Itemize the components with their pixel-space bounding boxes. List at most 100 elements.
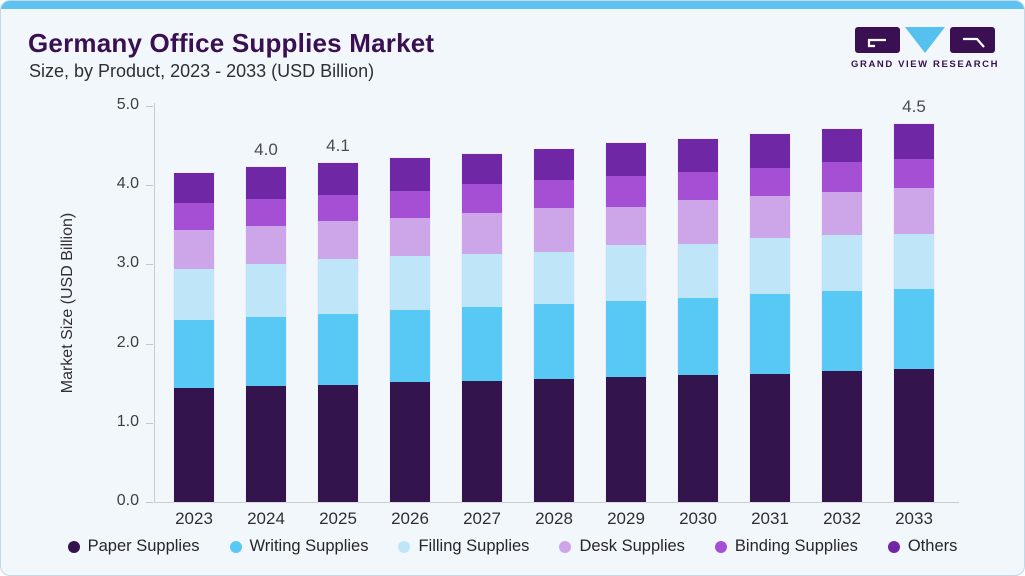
x-tick-label: 2025 (319, 509, 357, 528)
segment-desk-supplies (894, 188, 934, 234)
top-accent-strip (1, 1, 1024, 9)
segment-binding-supplies (390, 190, 430, 219)
stacked-bar-2023 (174, 172, 214, 502)
logo-text: GRAND VIEW RESEARCH (851, 59, 1000, 70)
segment-others (894, 124, 934, 160)
segment-filling-supplies (174, 269, 214, 320)
legend-dot-icon (714, 540, 727, 553)
legend-label: Desk Supplies (579, 537, 685, 555)
segment-others (606, 143, 646, 176)
stacked-bar-2031 (750, 133, 790, 502)
y-tick-mark (146, 185, 153, 187)
segment-others (750, 133, 790, 168)
stacked-bar-2027 (462, 153, 502, 502)
y-axis-line (154, 103, 155, 502)
segment-filling-supplies (822, 235, 862, 291)
segment-paper-supplies (318, 384, 358, 502)
segment-paper-supplies (174, 387, 214, 502)
legend-item-writing-supplies: Writing Supplies (229, 537, 369, 556)
x-tick-label: 2031 (751, 509, 789, 528)
segment-desk-supplies (390, 218, 430, 257)
segment-writing-supplies (174, 319, 214, 388)
segment-binding-supplies (174, 203, 214, 230)
segment-filling-supplies (462, 254, 502, 308)
chart-legend: Paper Supplies Writing Supplies Filling Su… (1, 537, 1024, 556)
x-tick-label: 2032 (823, 509, 861, 528)
legend-item-paper-supplies: Paper Supplies (67, 537, 200, 556)
legend-dot-icon (398, 540, 411, 553)
segment-desk-supplies (822, 191, 862, 236)
segment-binding-supplies (678, 171, 718, 201)
stacked-bar-2029 (606, 143, 646, 502)
legend-item-others: Others (887, 537, 958, 556)
segment-desk-supplies (174, 229, 214, 270)
page-subtitle: Size, by Product, 2023 - 2033 (USD Billi… (29, 61, 375, 81)
y-tick-mark (146, 106, 153, 107)
legend-dot-icon (559, 540, 572, 553)
y-tick-label: 2.0 (116, 333, 139, 351)
segment-binding-supplies (750, 167, 790, 197)
y-tick-label: 3.0 (116, 254, 139, 272)
segment-desk-supplies (318, 220, 358, 259)
segment-others (318, 163, 358, 195)
stacked-bar-2025 (318, 163, 358, 502)
segment-writing-supplies (534, 304, 574, 380)
stacked-bar-2026 (390, 158, 430, 502)
segment-writing-supplies (894, 288, 934, 369)
segment-binding-supplies (894, 159, 934, 189)
bar-value-label: 4.0 (254, 140, 278, 159)
grand-view-research-logo: GRAND VIEW RESEARCH (851, 27, 999, 70)
legend-label: Others (907, 537, 958, 555)
legend-item-desk-supplies: Desk Supplies (559, 537, 685, 556)
stacked-bar-2033 (894, 124, 934, 502)
segment-writing-supplies (750, 293, 790, 374)
legend-dot-icon (229, 540, 242, 553)
segment-others (678, 139, 718, 172)
segment-paper-supplies (894, 368, 934, 502)
segment-desk-supplies (606, 206, 646, 246)
logo-r-block (950, 27, 995, 53)
segment-others (534, 148, 574, 181)
y-tick-label: 0.0 (116, 492, 139, 509)
segment-paper-supplies (462, 380, 502, 502)
y-tick-label: 4.0 (116, 175, 139, 193)
segment-others (462, 153, 502, 185)
segment-writing-supplies (822, 290, 862, 372)
v-triangle-icon (905, 27, 945, 53)
segment-filling-supplies (246, 264, 286, 317)
segment-filling-supplies (318, 258, 358, 314)
r-glyph-icon (963, 37, 985, 48)
segment-filling-supplies (750, 238, 790, 294)
segment-writing-supplies (318, 313, 358, 385)
segment-binding-supplies (246, 199, 286, 226)
legend-item-binding-supplies: Binding Supplies (714, 537, 858, 556)
segment-paper-supplies (606, 376, 646, 502)
x-axis-line (154, 502, 959, 503)
segment-paper-supplies (246, 385, 286, 502)
segment-writing-supplies (390, 309, 430, 383)
x-tick-label: 2029 (607, 509, 645, 528)
page-title: Germany Office Supplies Market (28, 28, 435, 58)
legend-dot-icon (67, 540, 80, 553)
legend-label: Writing Supplies (249, 537, 369, 555)
legend-item-filling-supplies: Filling Supplies (398, 537, 529, 556)
segment-paper-supplies (390, 382, 430, 502)
segment-desk-supplies (678, 200, 718, 244)
segment-desk-supplies (750, 196, 790, 239)
segment-others (174, 172, 214, 204)
x-tick-label: 2026 (391, 509, 429, 528)
segment-binding-supplies (462, 184, 502, 213)
y-tick-mark (146, 343, 153, 345)
bar-value-label: 4.5 (902, 97, 926, 116)
x-tick-label: 2033 (895, 509, 933, 528)
segment-others (246, 167, 286, 200)
x-tick-label: 2027 (463, 509, 501, 528)
legend-label: Binding Supplies (734, 537, 858, 555)
stacked-bar-2030 (678, 139, 718, 502)
segment-binding-supplies (606, 175, 646, 207)
segment-filling-supplies (894, 233, 934, 289)
segment-writing-supplies (678, 298, 718, 376)
x-tick-label: 2023 (175, 509, 213, 528)
x-tick-label: 2024 (247, 509, 285, 528)
